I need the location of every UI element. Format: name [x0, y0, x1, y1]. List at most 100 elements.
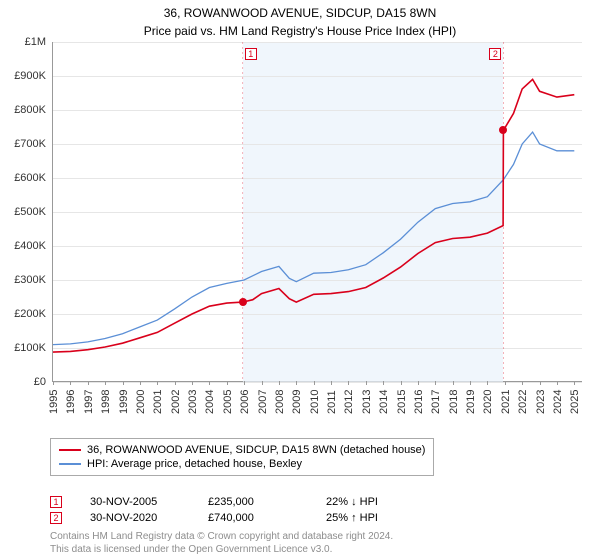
x-tick [418, 381, 419, 385]
y-axis: £0£100K£200K£300K£400K£500K£600K£700K£80… [8, 42, 50, 382]
sale-row-marker: 2 [50, 512, 62, 524]
x-tick [140, 381, 141, 385]
x-tick [279, 381, 280, 385]
x-tick-label: 2004 [204, 389, 216, 413]
x-tick-label: 1997 [83, 389, 95, 413]
sale-hpi-delta: 22% ↓ HPI [326, 496, 416, 508]
x-tick [487, 381, 488, 385]
sale-hpi-delta: 25% ↑ HPI [326, 512, 416, 524]
footer-attribution: Contains HM Land Registry data © Crown c… [50, 530, 393, 556]
x-tick-label: 2010 [309, 389, 321, 413]
x-tick-label: 2020 [482, 389, 494, 413]
x-tick [123, 381, 124, 385]
x-tick [470, 381, 471, 385]
x-tick-label: 1995 [48, 389, 60, 413]
sale-price: £235,000 [208, 496, 298, 508]
chart-title: 36, ROWANWOOD AVENUE, SIDCUP, DA15 8WN [0, 0, 600, 22]
x-tick-label: 2013 [361, 389, 373, 413]
legend-item: 36, ROWANWOOD AVENUE, SIDCUP, DA15 8WN (… [59, 443, 425, 457]
legend-line-sample [59, 449, 81, 451]
y-tick-label: £300K [14, 274, 46, 286]
x-tick [505, 381, 506, 385]
x-tick [88, 381, 89, 385]
x-tick [348, 381, 349, 385]
x-tick-label: 2011 [326, 390, 338, 414]
sale-marker-1: 1 [245, 48, 257, 60]
x-tick [574, 381, 575, 385]
x-tick-label: 2015 [396, 389, 408, 413]
y-tick-label: £100K [14, 342, 46, 354]
x-tick-label: 2002 [170, 389, 182, 413]
x-tick [53, 381, 54, 385]
plot-area: 12 [52, 42, 582, 382]
x-tick-label: 2000 [135, 389, 147, 413]
legend-label: 36, ROWANWOOD AVENUE, SIDCUP, DA15 8WN (… [87, 444, 425, 456]
y-tick-label: £400K [14, 240, 46, 252]
x-tick-label: 2022 [517, 389, 529, 413]
x-tick [540, 381, 541, 385]
x-tick [262, 381, 263, 385]
x-tick [435, 381, 436, 385]
x-tick [244, 381, 245, 385]
x-tick-label: 1996 [65, 389, 77, 413]
y-tick-label: £700K [14, 138, 46, 150]
x-tick-label: 2017 [430, 389, 442, 413]
chart-area: £0£100K£200K£300K£400K£500K£600K£700K£80… [8, 42, 588, 422]
x-tick-label: 2024 [552, 389, 564, 413]
x-tick [192, 381, 193, 385]
x-tick-label: 2007 [257, 389, 269, 413]
x-tick-label: 2009 [291, 389, 303, 413]
line-series-svg [53, 42, 583, 382]
x-tick-label: 2014 [378, 389, 390, 413]
y-tick-label: £200K [14, 308, 46, 320]
x-tick [105, 381, 106, 385]
x-tick [227, 381, 228, 385]
chart-subtitle: Price paid vs. HM Land Registry's House … [0, 22, 600, 42]
x-tick-label: 2003 [187, 389, 199, 413]
y-tick-label: £600K [14, 172, 46, 184]
y-tick-label: £1M [25, 36, 46, 48]
sale-date: 30-NOV-2020 [90, 512, 180, 524]
x-tick-label: 1998 [100, 389, 112, 413]
x-tick [209, 381, 210, 385]
x-tick-label: 1999 [118, 389, 130, 413]
x-tick [314, 381, 315, 385]
footer-line-2: This data is licensed under the Open Gov… [50, 543, 393, 556]
legend-item: HPI: Average price, detached house, Bexl… [59, 457, 425, 471]
x-tick-label: 2008 [274, 389, 286, 413]
x-tick [557, 381, 558, 385]
sale-row: 1 30-NOV-2005 £235,000 22% ↓ HPI [50, 494, 416, 510]
x-tick-label: 2019 [465, 389, 477, 413]
x-tick-label: 2021 [500, 389, 512, 413]
x-tick [366, 381, 367, 385]
y-tick-label: £0 [34, 376, 46, 388]
sale-price: £740,000 [208, 512, 298, 524]
x-tick [296, 381, 297, 385]
x-tick-label: 2001 [152, 389, 164, 413]
sale-point-2 [499, 126, 507, 134]
x-tick-label: 2006 [239, 389, 251, 413]
legend: 36, ROWANWOOD AVENUE, SIDCUP, DA15 8WN (… [50, 438, 434, 476]
x-tick [522, 381, 523, 385]
series-property [53, 79, 574, 352]
x-tick-label: 2005 [222, 389, 234, 413]
x-tick [331, 381, 332, 385]
y-tick-label: £900K [14, 70, 46, 82]
x-tick [401, 381, 402, 385]
series-hpi [53, 132, 574, 345]
gridline [53, 382, 582, 383]
chart-container: 36, ROWANWOOD AVENUE, SIDCUP, DA15 8WN P… [0, 0, 600, 560]
sale-marker-2: 2 [489, 48, 501, 60]
x-tick [453, 381, 454, 385]
x-tick-label: 2025 [569, 389, 581, 413]
sales-table: 1 30-NOV-2005 £235,000 22% ↓ HPI 2 30-NOV-202… [50, 494, 416, 526]
x-tick-label: 2012 [343, 389, 355, 413]
sale-row-marker: 1 [50, 496, 62, 508]
sale-date: 30-NOV-2005 [90, 496, 180, 508]
x-tick [70, 381, 71, 385]
legend-label: HPI: Average price, detached house, Bexl… [87, 458, 302, 470]
y-tick-label: £800K [14, 104, 46, 116]
x-tick-label: 2016 [413, 389, 425, 413]
sale-point-1 [239, 298, 247, 306]
x-tick [383, 381, 384, 385]
